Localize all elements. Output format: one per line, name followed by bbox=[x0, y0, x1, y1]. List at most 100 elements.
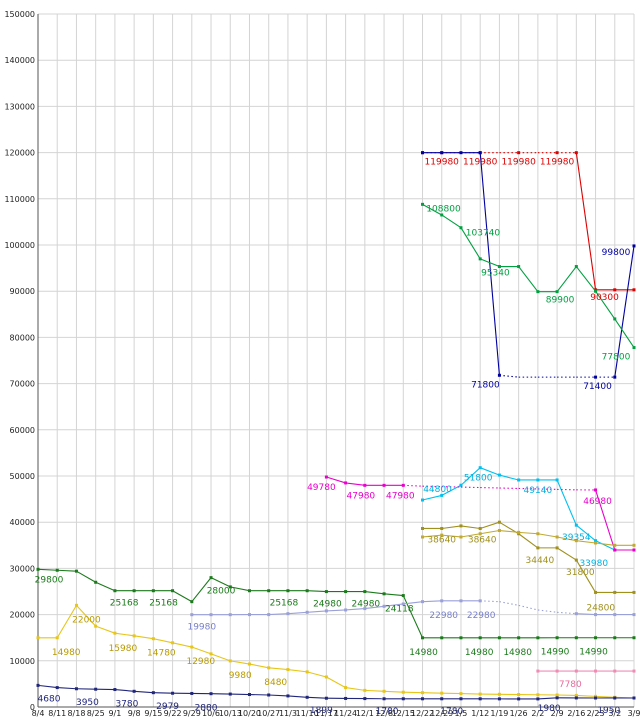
data-point-marker bbox=[555, 546, 559, 550]
value-label: 22000 bbox=[72, 615, 101, 625]
x-tick-label: 2/16 bbox=[567, 709, 585, 718]
data-point-marker bbox=[555, 151, 559, 155]
x-tick-label: 9/15 bbox=[144, 709, 162, 718]
value-label: 119980 bbox=[425, 158, 460, 168]
x-tick-label: 11/17 bbox=[315, 709, 338, 718]
y-tick-label: 0 bbox=[30, 703, 35, 712]
data-point-marker bbox=[94, 580, 98, 584]
value-label: 1780 bbox=[440, 707, 463, 717]
data-point-marker bbox=[613, 636, 617, 640]
value-label: 7780 bbox=[559, 680, 582, 690]
data-point-marker bbox=[459, 692, 463, 696]
data-point-marker bbox=[536, 290, 540, 294]
data-point-marker bbox=[36, 636, 40, 640]
data-point-marker bbox=[632, 636, 636, 640]
x-tick-label: 12/29 bbox=[430, 709, 453, 718]
data-point-marker bbox=[55, 568, 59, 572]
x-tick-label: 11/3 bbox=[279, 709, 297, 718]
data-point-marker bbox=[536, 532, 540, 536]
x-tick-label: 11/10 bbox=[296, 709, 319, 718]
data-point-marker bbox=[632, 696, 636, 700]
data-point-marker bbox=[459, 226, 463, 230]
value-label: 103740 bbox=[466, 229, 501, 239]
series-product-navy bbox=[421, 151, 636, 379]
data-point-marker bbox=[555, 693, 559, 697]
data-point-marker bbox=[440, 636, 444, 640]
value-label: 24118 bbox=[385, 605, 414, 615]
value-label: 89900 bbox=[546, 296, 575, 306]
data-point-marker bbox=[421, 202, 425, 206]
value-label: 95340 bbox=[481, 269, 510, 279]
data-point-marker bbox=[632, 590, 636, 594]
data-point-marker bbox=[497, 529, 501, 533]
data-point-marker bbox=[190, 691, 194, 695]
x-tick-label: 10/6 bbox=[202, 709, 220, 718]
data-point-marker bbox=[247, 613, 251, 617]
x-tick-label: 10/13 bbox=[219, 709, 242, 718]
data-point-marker bbox=[151, 691, 155, 695]
value-label: 22980 bbox=[467, 611, 496, 621]
data-point-marker bbox=[344, 481, 348, 485]
series-product-olive bbox=[421, 520, 636, 594]
axes bbox=[37, 14, 634, 708]
x-tick-label: 12/1 bbox=[356, 709, 374, 718]
data-point-marker bbox=[324, 609, 328, 613]
y-tick-label: 150000 bbox=[4, 10, 35, 19]
data-point-marker bbox=[113, 631, 117, 635]
data-point-marker bbox=[344, 608, 348, 612]
data-point-marker bbox=[421, 498, 425, 502]
x-tick-label: 9/8 bbox=[128, 709, 141, 718]
data-point-marker bbox=[421, 697, 425, 701]
data-point-marker bbox=[151, 637, 155, 641]
data-point-marker bbox=[497, 697, 501, 701]
data-point-marker bbox=[594, 636, 598, 640]
data-point-marker bbox=[632, 548, 636, 552]
x-tick-label: 2/9 bbox=[551, 709, 564, 718]
data-point-marker bbox=[459, 483, 463, 487]
data-point-marker bbox=[478, 697, 482, 701]
data-point-marker bbox=[536, 693, 540, 697]
value-label: 24980 bbox=[352, 600, 381, 610]
value-label: 46980 bbox=[583, 497, 612, 507]
y-tick-label: 60000 bbox=[10, 426, 35, 435]
value-label: 99800 bbox=[602, 248, 631, 258]
data-point-marker bbox=[36, 683, 40, 687]
data-point-marker bbox=[613, 375, 617, 379]
x-tick-label: 11/24 bbox=[334, 709, 357, 718]
data-point-marker bbox=[574, 539, 578, 543]
data-point-marker bbox=[536, 697, 540, 701]
data-point-marker bbox=[594, 289, 598, 293]
value-label: 49780 bbox=[307, 483, 336, 493]
data-point-marker bbox=[497, 692, 501, 696]
data-point-marker bbox=[440, 697, 444, 701]
data-point-marker bbox=[55, 686, 59, 690]
data-point-marker bbox=[555, 478, 559, 482]
data-point-marker bbox=[440, 526, 444, 530]
value-label: 14980 bbox=[52, 648, 81, 658]
data-point-marker bbox=[440, 151, 444, 155]
value-label: 2880 bbox=[195, 704, 218, 714]
data-point-marker bbox=[497, 520, 501, 524]
x-tick-label: 1/26 bbox=[510, 709, 528, 718]
data-point-marker bbox=[574, 265, 578, 269]
data-point-marker bbox=[632, 244, 636, 248]
y-tick-label: 110000 bbox=[4, 195, 35, 204]
data-point-marker bbox=[421, 151, 425, 155]
value-label: 14990 bbox=[541, 648, 570, 658]
data-point-marker bbox=[594, 613, 598, 617]
data-point-marker bbox=[421, 600, 425, 604]
value-label: 119980 bbox=[540, 158, 575, 168]
data-point-marker bbox=[55, 636, 59, 640]
data-point-marker bbox=[171, 641, 175, 645]
x-tick-label: 2/2 bbox=[531, 709, 544, 718]
data-point-marker bbox=[632, 288, 636, 292]
data-point-marker bbox=[382, 483, 386, 487]
value-label: 15980 bbox=[109, 644, 138, 654]
data-point-marker bbox=[228, 659, 232, 663]
data-point-marker bbox=[209, 576, 213, 580]
x-tick-label: 9/1 bbox=[108, 709, 121, 718]
data-point-marker bbox=[536, 478, 540, 482]
value-label: 71400 bbox=[583, 382, 612, 392]
data-point-marker bbox=[478, 692, 482, 696]
